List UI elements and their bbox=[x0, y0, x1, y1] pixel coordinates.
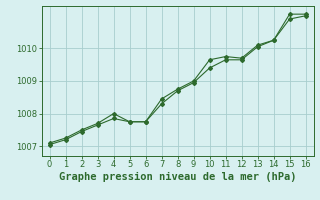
X-axis label: Graphe pression niveau de la mer (hPa): Graphe pression niveau de la mer (hPa) bbox=[59, 172, 296, 182]
